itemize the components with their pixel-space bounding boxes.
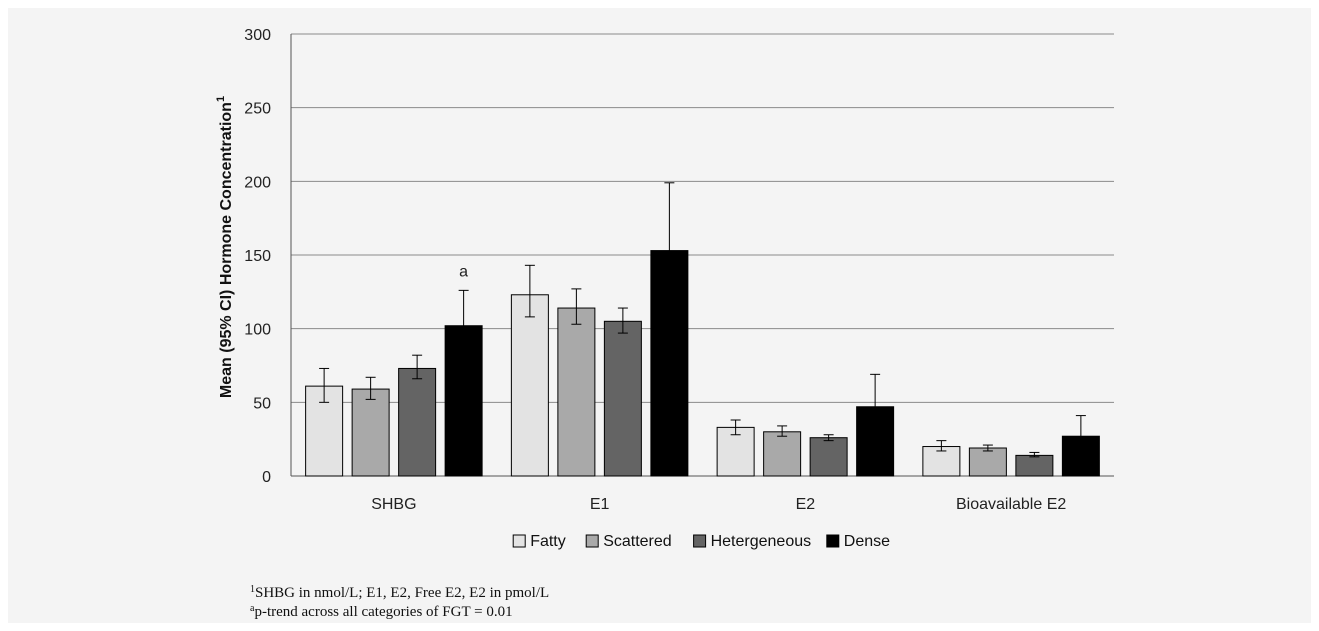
error-bars xyxy=(319,182,1086,458)
error-bar-hetergeneous-e1 xyxy=(617,307,628,334)
error-bar-scattered-bioavailable-e2 xyxy=(982,444,993,452)
bar-scattered-shbg xyxy=(351,388,390,477)
legend-item-dense: Dense xyxy=(826,533,890,550)
legend-swatch xyxy=(693,534,707,548)
bar-dense-bioavailable-e2 xyxy=(1061,435,1100,477)
legend-item-hetergeneous: Hetergeneous xyxy=(693,533,812,550)
x-tick-label: E2 xyxy=(796,496,816,513)
bar-fatty-e1 xyxy=(510,294,549,477)
legend-label: Dense xyxy=(844,533,890,550)
error-bar-fatty-bioavailable-e2 xyxy=(936,440,947,452)
x-tick-label: Bioavailable E2 xyxy=(956,496,1066,513)
error-bar-fatty-e2 xyxy=(730,419,741,436)
error-bar-dense-shbg xyxy=(458,289,469,326)
annotation-label: a xyxy=(459,263,468,280)
error-bar-hetergeneous-bioavailable-e2 xyxy=(1029,451,1040,458)
y-tick-label: 200 xyxy=(244,174,271,191)
bar-hetergeneous-e2 xyxy=(809,437,848,477)
legend-swatch xyxy=(826,534,840,548)
chart-figure: 0 50 100 150 200 250 300 Mean (95% CI) Hormone … xyxy=(8,8,1311,623)
error-bar-scattered-e1 xyxy=(571,288,582,325)
y-tick-label: 0 xyxy=(262,469,271,486)
bar-scattered-e1 xyxy=(557,307,596,477)
axis-labels: 0 50 100 150 200 250 300 Mean (95% CI) Hormone … xyxy=(215,27,1066,513)
legend-item-scattered: Scattered xyxy=(585,533,672,550)
legend-swatch xyxy=(512,534,526,548)
footnotes: 1SHBG in nmol/L; E1, E2, Free E2, E2 in … xyxy=(250,584,549,622)
legend-label: Fatty xyxy=(530,533,566,550)
gridlines xyxy=(291,33,1114,403)
legend: Fatty Scattered Hetergeneous Dense xyxy=(512,533,890,550)
y-tick-label: 300 xyxy=(244,27,271,44)
error-bar-dense-bioavailable-e2 xyxy=(1075,415,1086,437)
error-bar-dense-e1 xyxy=(664,182,675,251)
bar-dense-e2 xyxy=(856,406,895,477)
error-bar-hetergeneous-shbg xyxy=(412,354,423,380)
bar-fatty-e2 xyxy=(716,426,755,477)
error-bar-scattered-e2 xyxy=(777,425,788,437)
legend-label: Hetergeneous xyxy=(711,533,812,550)
bar-hetergeneous-shbg xyxy=(398,367,437,477)
footnote-1: 1SHBG in nmol/L; E1, E2, Free E2, E2 in … xyxy=(250,584,550,602)
bars xyxy=(305,250,1100,477)
bar-dense-e1 xyxy=(650,250,689,477)
bar-hetergeneous-bioavailable-e2 xyxy=(1015,454,1054,477)
error-bar-dense-e2 xyxy=(870,373,881,407)
y-tick-label: 50 xyxy=(253,395,271,412)
error-bar-hetergeneous-e2 xyxy=(823,434,834,442)
legend-label: Scattered xyxy=(603,533,671,550)
y-tick-label: 150 xyxy=(244,248,271,265)
bar-hetergeneous-e1 xyxy=(603,320,642,477)
x-tick-label: E1 xyxy=(590,496,610,513)
y-tick-label: 100 xyxy=(244,322,271,339)
error-bar-scattered-shbg xyxy=(365,376,376,400)
error-bar-fatty-e1 xyxy=(524,264,535,318)
bar-scattered-e2 xyxy=(763,431,802,477)
y-axis-title: Mean (95% CI) Hormone Concentration1 xyxy=(215,96,235,398)
bar-dense-shbg xyxy=(444,325,483,477)
footnote-a: ap-trend across all categories of FGT = … xyxy=(250,603,513,621)
error-bar-fatty-shbg xyxy=(319,367,330,403)
x-tick-label: SHBG xyxy=(371,496,416,513)
y-tick-label: 250 xyxy=(244,101,271,118)
legend-item-fatty: Fatty xyxy=(512,533,566,550)
bar-scattered-bioavailable-e2 xyxy=(968,447,1007,477)
legend-swatch xyxy=(585,534,599,548)
bar-chart: 0 50 100 150 200 250 300 Mean (95% CI) Hormone … xyxy=(215,27,1114,550)
